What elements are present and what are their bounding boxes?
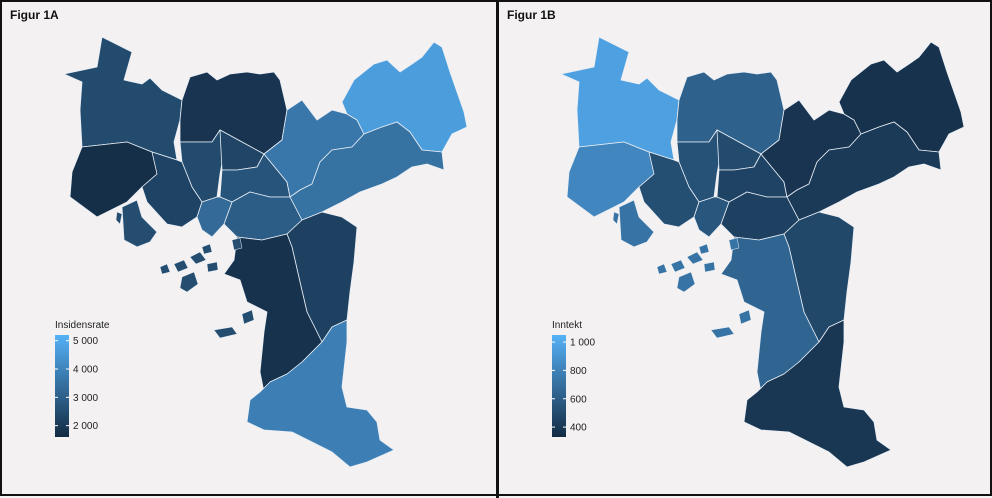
panel-fig1a: Figur 1A Insidensrate 5 000 4 000 3 000 2 00… bbox=[2, 2, 494, 494]
map-fig1a: Insidensrate 5 000 4 000 3 000 2 000 bbox=[55, 36, 468, 468]
legend-tick-label: 600 bbox=[570, 394, 587, 405]
islet bbox=[612, 211, 620, 225]
region-c5 bbox=[638, 151, 700, 228]
legend-colorbar bbox=[552, 335, 566, 437]
legend-tick-label: 3 000 bbox=[73, 393, 98, 404]
legend-tick-label: 5 000 bbox=[73, 336, 98, 347]
region-c5 bbox=[141, 151, 203, 228]
islet bbox=[670, 259, 686, 273]
region-nw bbox=[560, 36, 680, 161]
region-e bbox=[289, 121, 445, 221]
legend-tick-label: 2 000 bbox=[73, 421, 98, 432]
panel-title: Figur 1A bbox=[10, 8, 59, 22]
panel-title: Figur 1B bbox=[507, 8, 556, 22]
region-island bbox=[121, 199, 158, 248]
islet bbox=[115, 211, 123, 225]
region-s2 bbox=[246, 319, 395, 468]
islet bbox=[656, 263, 668, 275]
islet bbox=[676, 271, 696, 293]
islet bbox=[173, 259, 189, 273]
panel-fig1b: Figur 1B Inntekt 1 000 800 600 400 bbox=[499, 2, 991, 494]
islet bbox=[728, 237, 740, 251]
islet bbox=[738, 309, 752, 325]
legend-colorbar bbox=[55, 335, 69, 437]
legend-tick-label: 4 000 bbox=[73, 365, 98, 376]
region-c6 bbox=[693, 196, 730, 238]
legend-tick-label: 1 000 bbox=[570, 338, 595, 349]
islet bbox=[213, 326, 238, 339]
region-c6 bbox=[196, 196, 233, 238]
islet bbox=[241, 309, 255, 325]
region-nw bbox=[63, 36, 183, 161]
islet bbox=[703, 261, 716, 273]
region-s2 bbox=[743, 319, 892, 468]
islet bbox=[189, 251, 207, 265]
islet bbox=[686, 251, 704, 265]
legend-title: Insidensrate bbox=[55, 320, 110, 331]
islet bbox=[159, 263, 171, 275]
panel-divider bbox=[496, 2, 499, 498]
islet bbox=[201, 243, 213, 255]
region-e bbox=[786, 121, 942, 221]
islet bbox=[179, 271, 199, 293]
legend-tick-label: 800 bbox=[570, 366, 587, 377]
islet bbox=[698, 243, 710, 255]
islet bbox=[231, 237, 243, 251]
islet bbox=[206, 261, 219, 273]
legend-title: Inntekt bbox=[552, 320, 582, 331]
legend-tick-label: 400 bbox=[570, 423, 587, 434]
map-fig1b: Inntekt 1 000 800 600 400 bbox=[552, 36, 965, 468]
region-island bbox=[618, 199, 655, 248]
islet bbox=[710, 326, 735, 339]
